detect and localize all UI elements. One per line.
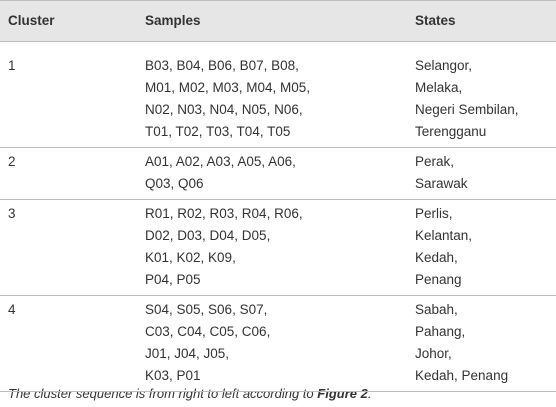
header-cell: Cluster	[8, 13, 55, 28]
states-cell: Perlis, Kelantan, Kedah, Penang	[415, 203, 472, 291]
footnote-end: .	[367, 386, 372, 401]
state-line: Kelantan,	[415, 228, 473, 243]
header-cell: States	[415, 13, 456, 28]
state-line: Johor,	[415, 346, 452, 361]
cluster-cell: 3	[8, 206, 16, 221]
state-line: Kedah, Penang	[415, 368, 509, 383]
table-row: 2 A01, A02, A03, A05, A06, Q03, Q06 Perak, S…	[0, 148, 556, 200]
state-line: Selangor,	[415, 58, 473, 73]
cluster-cell: 1	[8, 58, 16, 73]
sample-line: C03, C04, C05, C06,	[145, 324, 271, 339]
samples-cell: R01, R02, R03, R04, R06, D02, D03, D04, D…	[145, 203, 303, 291]
footnote: The cluster sequence is from right to le…	[8, 386, 371, 401]
sample-line: R01, R02, R03, R04, R06,	[145, 206, 303, 221]
header-row: Cluster Samples States	[0, 0, 556, 42]
state-line: Perak,	[415, 154, 455, 169]
state-line: Melaka,	[415, 80, 463, 95]
footnote-text: The cluster sequence is from right to le…	[8, 386, 318, 401]
sample-line: A01, A02, A03, A05, A06,	[145, 154, 296, 169]
table-row: 1 B03, B04, B06, B07, B08, M01, M02, M03, …	[0, 42, 556, 148]
state-line: Penang	[415, 272, 462, 287]
states-cell: Sabah, Pahang, Johor, Kedah, Penang	[415, 299, 508, 387]
sample-line: M01, M02, M03, M04, M05,	[145, 80, 311, 95]
sample-line: K03, P01	[145, 368, 201, 383]
state-line: Kedah,	[415, 250, 458, 265]
sample-line: T01, T02, T03, T04, T05	[145, 124, 291, 139]
table-row: 4 S04, S05, S06, S07, C03, C04, C05, C06, J…	[0, 296, 556, 392]
states-cell: Selangor, Melaka, Negeri Sembilan, Terengga…	[415, 55, 519, 143]
sample-line: P04, P05	[145, 272, 201, 287]
state-line: Pahang,	[415, 324, 466, 339]
state-line: Sabah,	[415, 302, 458, 317]
sample-line: J01, J04, J05,	[145, 346, 230, 361]
sample-line: D02, D03, D04, D05,	[145, 228, 271, 243]
sample-line: B03, B04, B06, B07, B08,	[145, 58, 299, 73]
cluster-cell: 2	[8, 154, 16, 169]
samples-cell: B03, B04, B06, B07, B08, M01, M02, M03, M…	[145, 55, 310, 143]
sample-line: N02, N03, N04, N05, N06,	[145, 102, 303, 117]
sample-line: Q03, Q06	[145, 176, 204, 191]
sample-line: S04, S05, S06, S07,	[145, 302, 268, 317]
state-line: Sarawak	[415, 176, 468, 191]
table-row: 3 R01, R02, R03, R04, R06, D02, D03, D04, …	[0, 200, 556, 296]
state-line: Perlis,	[415, 206, 453, 221]
states-cell: Perak, Sarawak	[415, 151, 468, 195]
sample-line: K01, K02, K09,	[145, 250, 236, 265]
samples-cell: S04, S05, S06, S07, C03, C04, C05, C06, J0…	[145, 299, 270, 387]
state-line: Negeri Sembilan,	[415, 102, 519, 117]
samples-cell: A01, A02, A03, A05, A06, Q03, Q06	[145, 151, 296, 195]
state-line: Terengganu	[415, 124, 487, 139]
cluster-cell: 4	[8, 302, 16, 317]
figure-ref: Figure 2	[317, 386, 368, 401]
header-cell: Samples	[145, 13, 201, 28]
